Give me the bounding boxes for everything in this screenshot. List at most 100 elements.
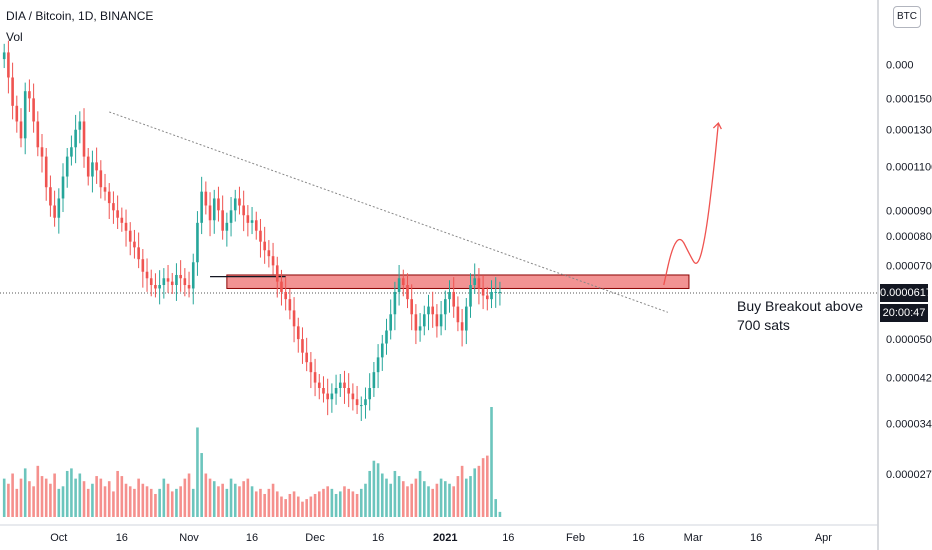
candle-body <box>200 191 203 223</box>
volume-bar <box>259 488 262 517</box>
candle-body <box>355 399 359 406</box>
volume-bar <box>158 488 161 517</box>
volume-bar <box>2 478 6 517</box>
candle-body <box>7 52 10 78</box>
candle-body <box>229 210 233 223</box>
candle-body <box>40 147 44 157</box>
volume-bar <box>431 488 435 517</box>
candle-body <box>91 162 94 177</box>
x-tick-label: Nov <box>179 532 199 544</box>
candle-body <box>137 247 140 260</box>
volume-bar <box>154 493 157 517</box>
candle-body <box>347 388 350 394</box>
volume-bar <box>376 463 380 517</box>
volume-bar <box>221 483 224 517</box>
candle-body <box>259 230 262 242</box>
volume-bars <box>2 407 502 517</box>
volume-bar <box>406 486 409 517</box>
candle-body <box>86 156 90 177</box>
volume-bar <box>212 481 216 517</box>
candle-body <box>23 91 27 139</box>
candle-body <box>469 285 472 307</box>
volume-bar <box>7 483 10 517</box>
volume-bar <box>187 473 191 517</box>
forecast-arrowhead <box>712 121 722 130</box>
candle-body <box>343 382 346 389</box>
volume-bar <box>397 476 401 517</box>
volume-bar <box>486 455 489 517</box>
candle-body <box>166 278 170 282</box>
volume-bar <box>288 493 292 517</box>
volume-bar <box>74 478 77 517</box>
candle-body <box>401 278 405 286</box>
volume-bar <box>448 483 451 517</box>
candle-body <box>393 291 397 315</box>
volume-bar <box>385 478 388 517</box>
candle-body <box>175 274 178 286</box>
volume-bar <box>263 493 266 517</box>
volume-bar <box>57 488 61 517</box>
candle-body <box>494 291 498 293</box>
candle-body <box>456 306 460 323</box>
volume-bar <box>145 486 149 517</box>
candle-body <box>116 210 119 218</box>
candle-body <box>212 198 216 221</box>
volume-bar <box>267 488 271 517</box>
candle-body <box>435 314 439 327</box>
candle-body <box>162 278 166 286</box>
candle-body <box>368 388 371 400</box>
volume-bar <box>250 486 254 517</box>
volume-bar <box>317 491 321 517</box>
x-tick-label: 16 <box>750 532 762 544</box>
candle-body <box>448 291 451 300</box>
volume-bar <box>53 473 56 517</box>
currency-badge[interactable]: BTC <box>893 6 921 28</box>
candle-body <box>99 170 103 188</box>
candle-body <box>364 399 367 406</box>
volume-bar <box>393 470 397 517</box>
candle-body <box>191 262 195 289</box>
x-tick-label: 16 <box>632 532 644 544</box>
volume-bar <box>112 491 115 517</box>
volume-bar <box>95 476 98 517</box>
volume-bar <box>103 486 107 517</box>
annotation-line-2: 700 sats <box>737 317 790 333</box>
volume-bar <box>456 476 460 517</box>
volume-bar <box>296 496 300 517</box>
chart-annotation: Buy Breakout above 700 sats <box>737 297 867 335</box>
volume-bar <box>200 453 203 517</box>
candle-body <box>338 382 342 389</box>
candle-body <box>221 210 224 231</box>
descending-trendline <box>109 111 669 313</box>
candle-body <box>44 156 48 188</box>
volume-bar <box>70 468 73 517</box>
volume-bar <box>254 491 258 517</box>
volume-bar <box>175 488 178 517</box>
x-tick-label: Mar <box>684 532 703 544</box>
volume-bar <box>271 483 275 517</box>
candle-body <box>145 271 149 279</box>
volume-bar <box>292 491 296 517</box>
volume-bar <box>82 481 86 517</box>
x-tick-label: 2021 <box>433 532 457 544</box>
candle-body <box>309 362 313 373</box>
volume-bar <box>473 468 477 517</box>
forecast-arrow <box>663 121 722 286</box>
candle-body <box>246 215 250 223</box>
candle-body <box>280 281 283 292</box>
volume-bar <box>233 483 237 517</box>
x-tick-label: 16 <box>246 532 258 544</box>
resistance-zone-rect <box>226 274 690 289</box>
x-tick-label: 16 <box>116 532 128 544</box>
candle-body <box>74 129 77 148</box>
candle-body <box>351 393 355 400</box>
volume-bar <box>19 478 23 517</box>
volume-bar <box>494 499 498 517</box>
volume-bar <box>338 491 342 517</box>
volume-bar <box>372 460 376 517</box>
volume-bar <box>490 407 493 517</box>
